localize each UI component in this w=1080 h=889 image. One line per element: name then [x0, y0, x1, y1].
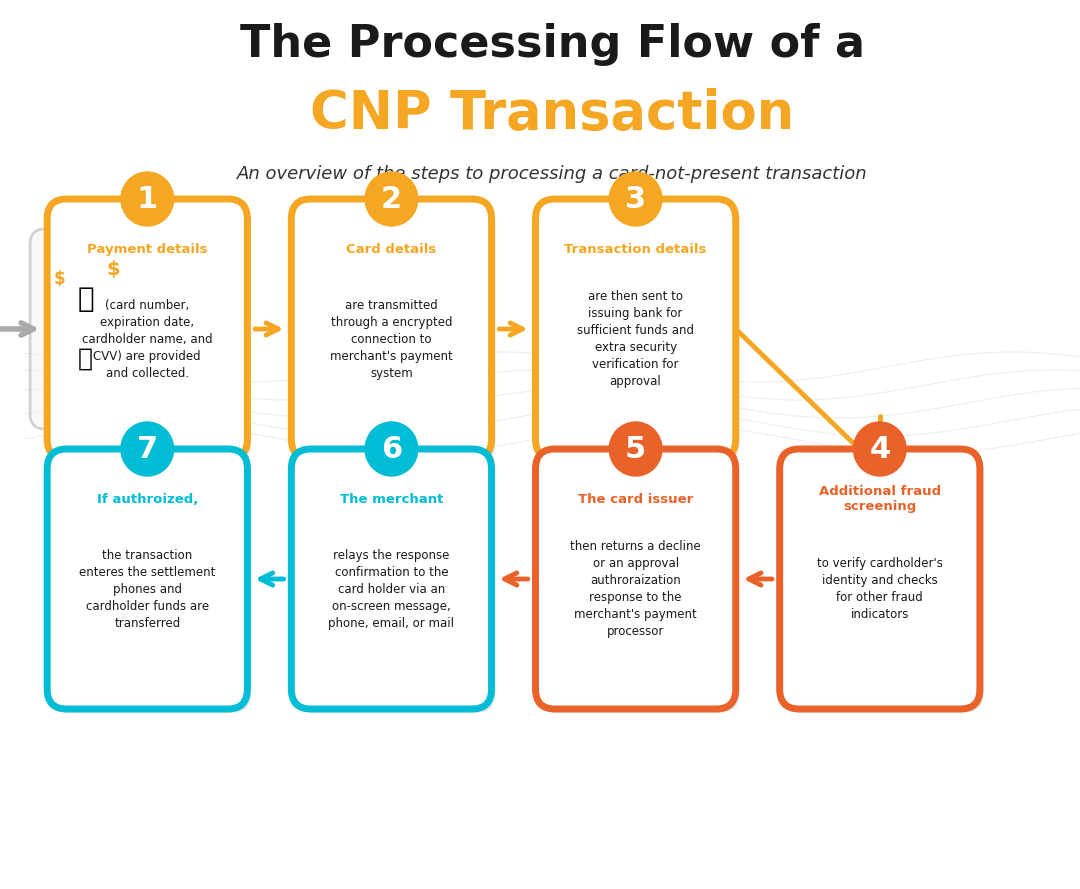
Text: relays the response
confirmation to the
card holder via an
on-screen message,
ph: relays the response confirmation to the …: [328, 549, 455, 629]
FancyBboxPatch shape: [48, 199, 247, 459]
FancyBboxPatch shape: [48, 449, 247, 709]
Text: The merchant: The merchant: [340, 493, 443, 506]
FancyBboxPatch shape: [292, 449, 491, 709]
FancyBboxPatch shape: [51, 203, 252, 463]
FancyBboxPatch shape: [539, 453, 740, 713]
Text: 2: 2: [381, 185, 402, 213]
Text: the transaction
enteres the settlement
phones and
cardholder funds are
transferr: the transaction enteres the settlement p…: [79, 549, 215, 629]
Text: 3: 3: [625, 185, 646, 213]
Text: 📱: 📱: [78, 347, 93, 371]
Circle shape: [121, 172, 174, 226]
Text: then returns a decline
or an approval
authroraization
response to the
merchant's: then returns a decline or an approval au…: [570, 540, 701, 638]
Text: are then sent to
issuing bank for
sufficient funds and
extra security
verificati: are then sent to issuing bank for suffic…: [577, 290, 694, 388]
Circle shape: [609, 422, 662, 476]
Circle shape: [121, 422, 174, 476]
FancyBboxPatch shape: [295, 453, 496, 713]
Text: 6: 6: [381, 435, 402, 463]
Text: to verify cardholder's
identity and checks
for other fraud
indicators: to verify cardholder's identity and chec…: [816, 557, 943, 621]
Text: Transaction details: Transaction details: [565, 243, 706, 255]
Text: Payment details: Payment details: [87, 243, 207, 255]
Circle shape: [853, 422, 906, 476]
Text: are transmitted
through a encrypted
connection to
merchant's payment
system: are transmitted through a encrypted conn…: [330, 299, 453, 380]
FancyBboxPatch shape: [536, 199, 735, 459]
Text: Card details: Card details: [347, 243, 436, 255]
Text: 7: 7: [137, 435, 158, 463]
Text: CNP Transaction: CNP Transaction: [310, 88, 795, 140]
Text: $: $: [54, 270, 65, 288]
FancyBboxPatch shape: [784, 453, 984, 713]
Text: The card issuer: The card issuer: [578, 493, 693, 506]
Circle shape: [365, 172, 418, 226]
Text: 💳: 💳: [78, 285, 94, 313]
FancyBboxPatch shape: [292, 199, 491, 459]
FancyBboxPatch shape: [295, 203, 496, 463]
Text: The Processing Flow of a: The Processing Flow of a: [240, 22, 865, 66]
Text: (card number,
expiration date,
cardholder name, and
CVV) are provided
and collec: (card number, expiration date, cardholde…: [82, 299, 213, 380]
Text: Additional fraud
screening: Additional fraud screening: [819, 485, 941, 513]
FancyBboxPatch shape: [539, 203, 740, 463]
Text: 1: 1: [137, 185, 158, 213]
FancyBboxPatch shape: [51, 453, 252, 713]
FancyBboxPatch shape: [30, 229, 137, 429]
FancyBboxPatch shape: [780, 449, 980, 709]
Text: 4: 4: [869, 435, 890, 463]
Circle shape: [609, 172, 662, 226]
FancyBboxPatch shape: [536, 449, 735, 709]
Circle shape: [365, 422, 418, 476]
Text: An overview of the steps to processing a card-not-present transaction: An overview of the steps to processing a…: [238, 165, 868, 183]
Text: 5: 5: [625, 435, 646, 463]
Text: $: $: [106, 260, 120, 278]
Text: If authroized,: If authroized,: [96, 493, 198, 506]
